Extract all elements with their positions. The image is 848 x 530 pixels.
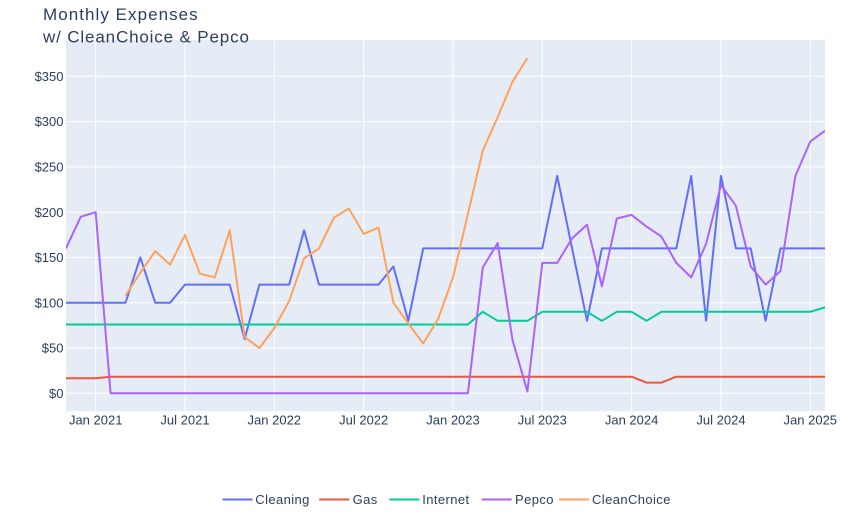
svg-text:Jul 2022: Jul 2022 xyxy=(339,412,388,427)
svg-text:Pepco: Pepco xyxy=(515,492,554,507)
svg-text:Jan 2023: Jan 2023 xyxy=(426,412,480,427)
svg-text:Jan 2025: Jan 2025 xyxy=(784,412,838,427)
svg-text:$100: $100 xyxy=(35,295,64,310)
svg-text:$0: $0 xyxy=(49,386,63,401)
svg-text:Monthly Expenses: Monthly Expenses xyxy=(43,5,199,24)
svg-text:CleanChoice: CleanChoice xyxy=(592,492,671,507)
svg-text:$300: $300 xyxy=(35,114,64,129)
svg-text:$350: $350 xyxy=(35,69,64,84)
svg-text:Jan 2022: Jan 2022 xyxy=(248,412,302,427)
svg-text:Jul 2021: Jul 2021 xyxy=(160,412,209,427)
svg-text:Cleaning: Cleaning xyxy=(255,492,310,507)
svg-text:Jan 2021: Jan 2021 xyxy=(69,412,123,427)
svg-text:$200: $200 xyxy=(35,205,64,220)
svg-text:$250: $250 xyxy=(35,160,64,175)
svg-text:w/ CleanChoice & Pepco: w/ CleanChoice & Pepco xyxy=(42,28,250,47)
svg-text:$150: $150 xyxy=(35,250,64,265)
svg-text:Gas: Gas xyxy=(353,492,378,507)
svg-text:Jul 2023: Jul 2023 xyxy=(518,412,567,427)
svg-text:Jan 2024: Jan 2024 xyxy=(605,412,659,427)
svg-text:$50: $50 xyxy=(42,341,64,356)
svg-text:Internet: Internet xyxy=(422,492,469,507)
svg-text:Jul 2024: Jul 2024 xyxy=(696,412,745,427)
